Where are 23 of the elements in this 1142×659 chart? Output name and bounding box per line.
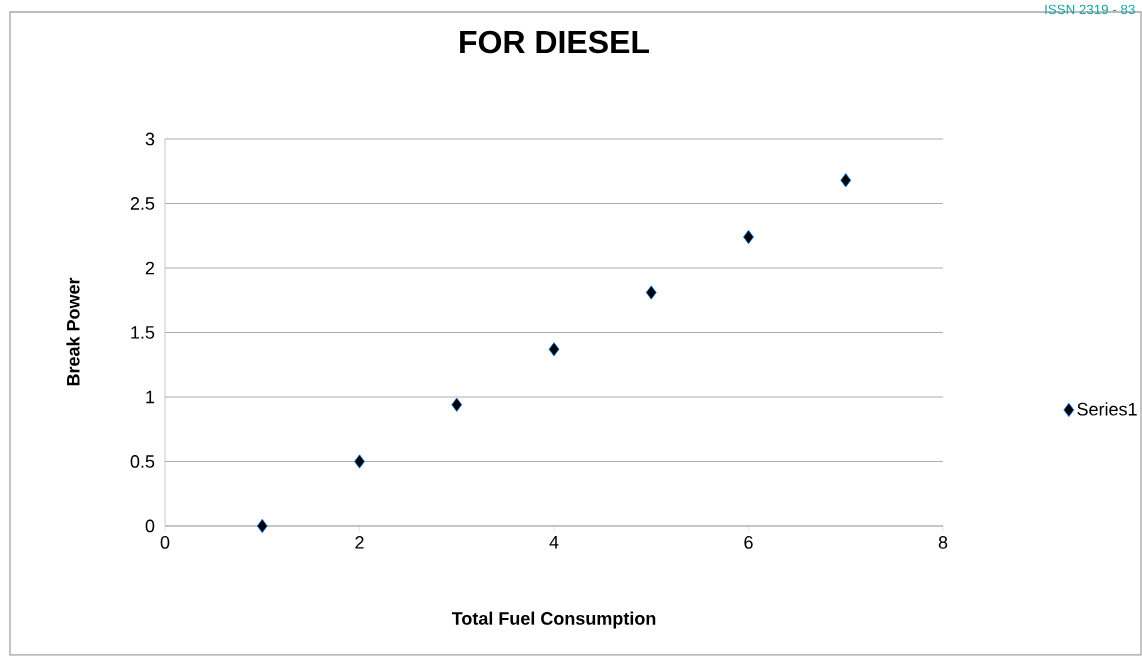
- legend-label: Series1: [1077, 402, 1137, 416]
- point: [256, 518, 268, 534]
- y-tick-label: 1: [146, 390, 155, 404]
- point: [548, 342, 560, 357]
- chart-title: FOR DIESEL: [460, 30, 650, 54]
- x-tick-label: 0: [160, 536, 170, 549]
- point: [645, 285, 657, 300]
- x-tick-label: 8: [938, 536, 948, 549]
- x-tick-label: 4: [549, 536, 559, 549]
- point: [840, 173, 852, 188]
- text: ISSN 2319 - 83: [1045, 4, 1135, 15]
- x-tick-label: 2: [355, 536, 364, 549]
- y-tick-label: 1.5: [131, 326, 155, 339]
- y-tick-label: 2.5: [130, 197, 155, 210]
- x-axis-title: Total Fuel Consumption: [451, 611, 656, 629]
- y-tick-label: 0.5: [130, 455, 155, 468]
- x-tick-label: 6: [744, 536, 753, 549]
- point: [451, 397, 463, 412]
- y-tick-label: 2: [145, 261, 155, 275]
- y-tick-label: 0: [145, 519, 155, 533]
- y-axis-title: Break Power: [66, 277, 80, 386]
- y-tick-label: 3: [145, 132, 155, 146]
- point: [354, 454, 365, 469]
